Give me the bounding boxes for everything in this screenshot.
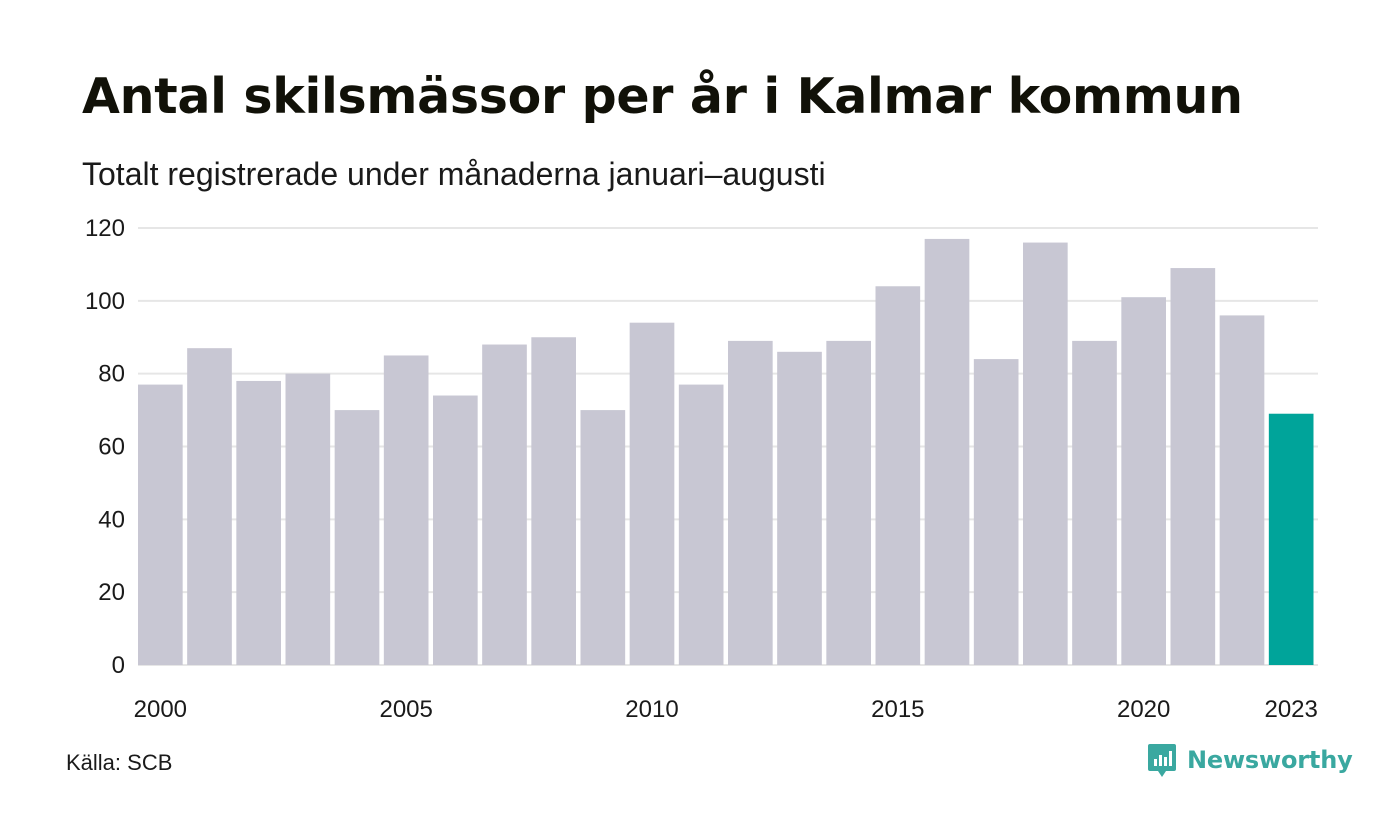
source-label: Källa: SCB [66, 750, 173, 775]
newsworthy-logo-icon [1148, 744, 1176, 777]
bar-2008 [531, 337, 576, 665]
x-tick-label-2015: 2015 [871, 696, 924, 723]
x-tick-label-2023: 2023 [1264, 696, 1317, 723]
y-tick-label-40: 40 [98, 506, 125, 533]
bar-2004 [334, 410, 380, 665]
y-tick-label-20: 20 [98, 579, 125, 606]
bar-2015 [875, 286, 921, 665]
x-tick-label-2000: 2000 [134, 696, 187, 723]
bar-2022 [1219, 315, 1265, 665]
y-tick-label-100: 100 [85, 288, 125, 315]
bar-2010 [629, 322, 675, 665]
chart-subtitle: Totalt registrerade under månaderna janu… [82, 156, 826, 192]
bar-2003 [285, 373, 331, 665]
y-tick-label-0: 0 [112, 652, 125, 679]
bar-2014 [826, 340, 871, 665]
x-tick-label-2010: 2010 [625, 696, 678, 723]
bar-2007 [482, 344, 527, 665]
bar-2018 [1023, 242, 1068, 666]
bar-2009 [580, 410, 626, 665]
bar-2001 [187, 348, 232, 665]
bars [138, 238, 1314, 666]
x-tick-label-2005: 2005 [379, 696, 432, 723]
brand-logo: Newsworthy [1147, 742, 1353, 778]
y-axis-ticks: 0 20 40 60 80 100 120 [85, 215, 125, 679]
bar-2002 [236, 380, 281, 665]
bar-2005 [383, 355, 429, 665]
y-tick-label-60: 60 [98, 434, 125, 461]
chart-title: Antal skilsmässor per år i Kalmar kommun [82, 68, 1243, 125]
bar-2012 [728, 340, 773, 665]
bar-2006 [433, 395, 478, 665]
bar-2017 [973, 359, 1019, 665]
bar-2020 [1121, 297, 1166, 665]
y-tick-label-120: 120 [85, 215, 125, 242]
x-axis-ticks: 2000 2005 2010 2015 2020 2023 [134, 696, 1318, 723]
bar-2011 [678, 384, 724, 665]
bar-2021 [1170, 268, 1216, 665]
bar-2016 [924, 238, 970, 666]
y-tick-label-80: 80 [98, 361, 125, 388]
bar-2019 [1072, 340, 1117, 665]
bar-2000 [138, 384, 183, 665]
bar-2023 [1268, 413, 1314, 665]
bar-2013 [777, 351, 822, 665]
brand-name: Newsworthy [1187, 746, 1353, 774]
x-tick-label-2020: 2020 [1117, 696, 1170, 723]
